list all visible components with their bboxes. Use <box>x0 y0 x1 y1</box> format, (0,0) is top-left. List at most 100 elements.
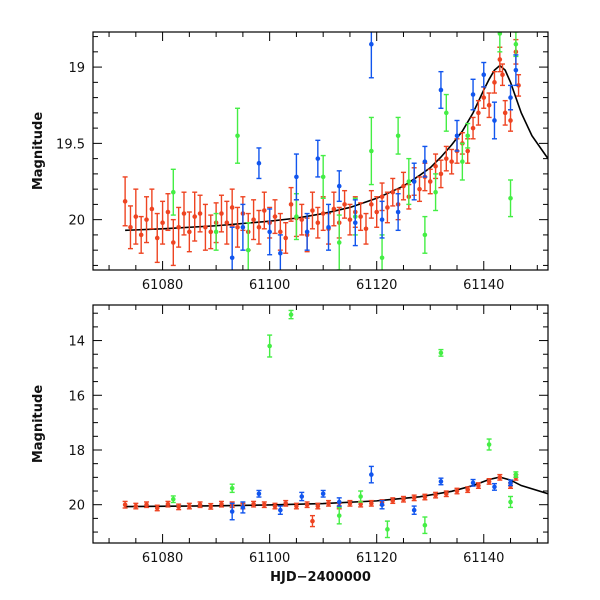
data-marker <box>336 240 342 245</box>
data-marker <box>208 504 214 509</box>
y-tick-label: 16 <box>68 389 85 404</box>
data-marker <box>240 224 246 230</box>
data-marker <box>352 220 358 226</box>
data-marker <box>379 255 385 261</box>
data-point <box>390 177 396 207</box>
data-marker <box>406 179 412 184</box>
data-point <box>160 200 166 245</box>
data-marker <box>245 247 251 253</box>
data-marker <box>235 133 240 139</box>
y-tick-label: 20 <box>68 499 85 514</box>
data-point <box>384 520 390 539</box>
data-marker <box>417 186 422 192</box>
y-tick-label: 20 <box>68 214 85 229</box>
x-tick-label: 61140 <box>463 278 504 293</box>
data-marker <box>508 499 513 505</box>
data-marker <box>513 67 519 73</box>
data-point <box>497 32 503 53</box>
data-point <box>283 222 289 254</box>
data-point <box>465 486 471 494</box>
data-point <box>267 334 273 358</box>
data-point <box>368 465 374 484</box>
data-marker <box>358 494 363 499</box>
data-marker <box>369 501 374 506</box>
data-marker <box>481 72 487 78</box>
data-marker <box>369 472 374 477</box>
x-tick-label: 61080 <box>142 278 183 293</box>
x-axis-title: HJD−2400000 <box>270 570 371 585</box>
data-marker <box>433 163 438 169</box>
data-point <box>508 84 514 111</box>
data-marker <box>465 133 471 139</box>
data-point <box>235 206 241 248</box>
data-marker <box>176 504 181 510</box>
data-point <box>256 147 262 180</box>
data-marker <box>438 171 444 177</box>
data-point <box>336 214 342 270</box>
data-point <box>197 501 203 509</box>
data-marker <box>395 209 401 215</box>
x-axis: 61080 61100 61120 61140 <box>108 305 538 566</box>
data-marker <box>438 350 444 356</box>
data-marker <box>486 479 492 484</box>
data-point <box>293 193 299 241</box>
data-point <box>384 191 390 224</box>
data-point <box>261 501 267 509</box>
data-point <box>411 162 417 201</box>
data-point <box>251 500 257 508</box>
data-point <box>395 193 401 232</box>
data-marker <box>208 229 214 235</box>
data-point <box>513 471 519 479</box>
data-point <box>144 196 150 244</box>
data-marker <box>299 494 305 499</box>
data-marker <box>261 208 267 213</box>
data-marker <box>347 501 353 506</box>
y-tick-label: 19.5 <box>56 137 85 152</box>
data-point <box>454 487 460 495</box>
data-marker <box>288 202 294 207</box>
data-point <box>127 205 133 250</box>
data-marker <box>144 217 149 222</box>
data-point <box>229 502 235 521</box>
data-marker <box>358 501 363 507</box>
data-point <box>326 203 332 251</box>
data-marker <box>315 156 321 161</box>
data-point <box>288 186 294 222</box>
data-marker <box>310 518 315 524</box>
data-point <box>133 502 139 510</box>
data-marker <box>320 211 326 216</box>
data-marker <box>170 189 176 195</box>
data-marker <box>411 179 417 184</box>
data-marker <box>454 133 460 139</box>
data-point <box>486 478 492 485</box>
data-point <box>508 179 514 218</box>
data-point <box>320 154 326 199</box>
data-point <box>315 502 321 510</box>
data-marker <box>256 224 262 230</box>
x-tick-label: 61120 <box>356 551 397 566</box>
data-point <box>491 70 497 94</box>
data-point <box>379 234 385 270</box>
x-tick-label: 61100 <box>249 278 290 293</box>
data-marker <box>438 479 444 484</box>
data-point <box>352 199 358 247</box>
data-marker <box>358 214 363 219</box>
data-point <box>508 495 514 509</box>
data-marker <box>443 110 449 116</box>
data-marker <box>342 202 347 207</box>
data-marker <box>267 343 272 349</box>
data-marker <box>278 250 283 256</box>
data-point <box>197 194 203 233</box>
data-point <box>486 92 492 119</box>
data-marker <box>133 214 139 219</box>
data-marker <box>492 484 497 490</box>
x-tick-label: 61100 <box>249 551 290 566</box>
data-marker <box>251 501 256 507</box>
data-marker <box>379 502 385 508</box>
data-point <box>235 107 241 164</box>
model-curve <box>125 64 548 232</box>
data-marker <box>304 502 310 508</box>
data-point <box>315 206 321 239</box>
data-marker <box>299 217 305 222</box>
data-marker <box>154 505 160 511</box>
